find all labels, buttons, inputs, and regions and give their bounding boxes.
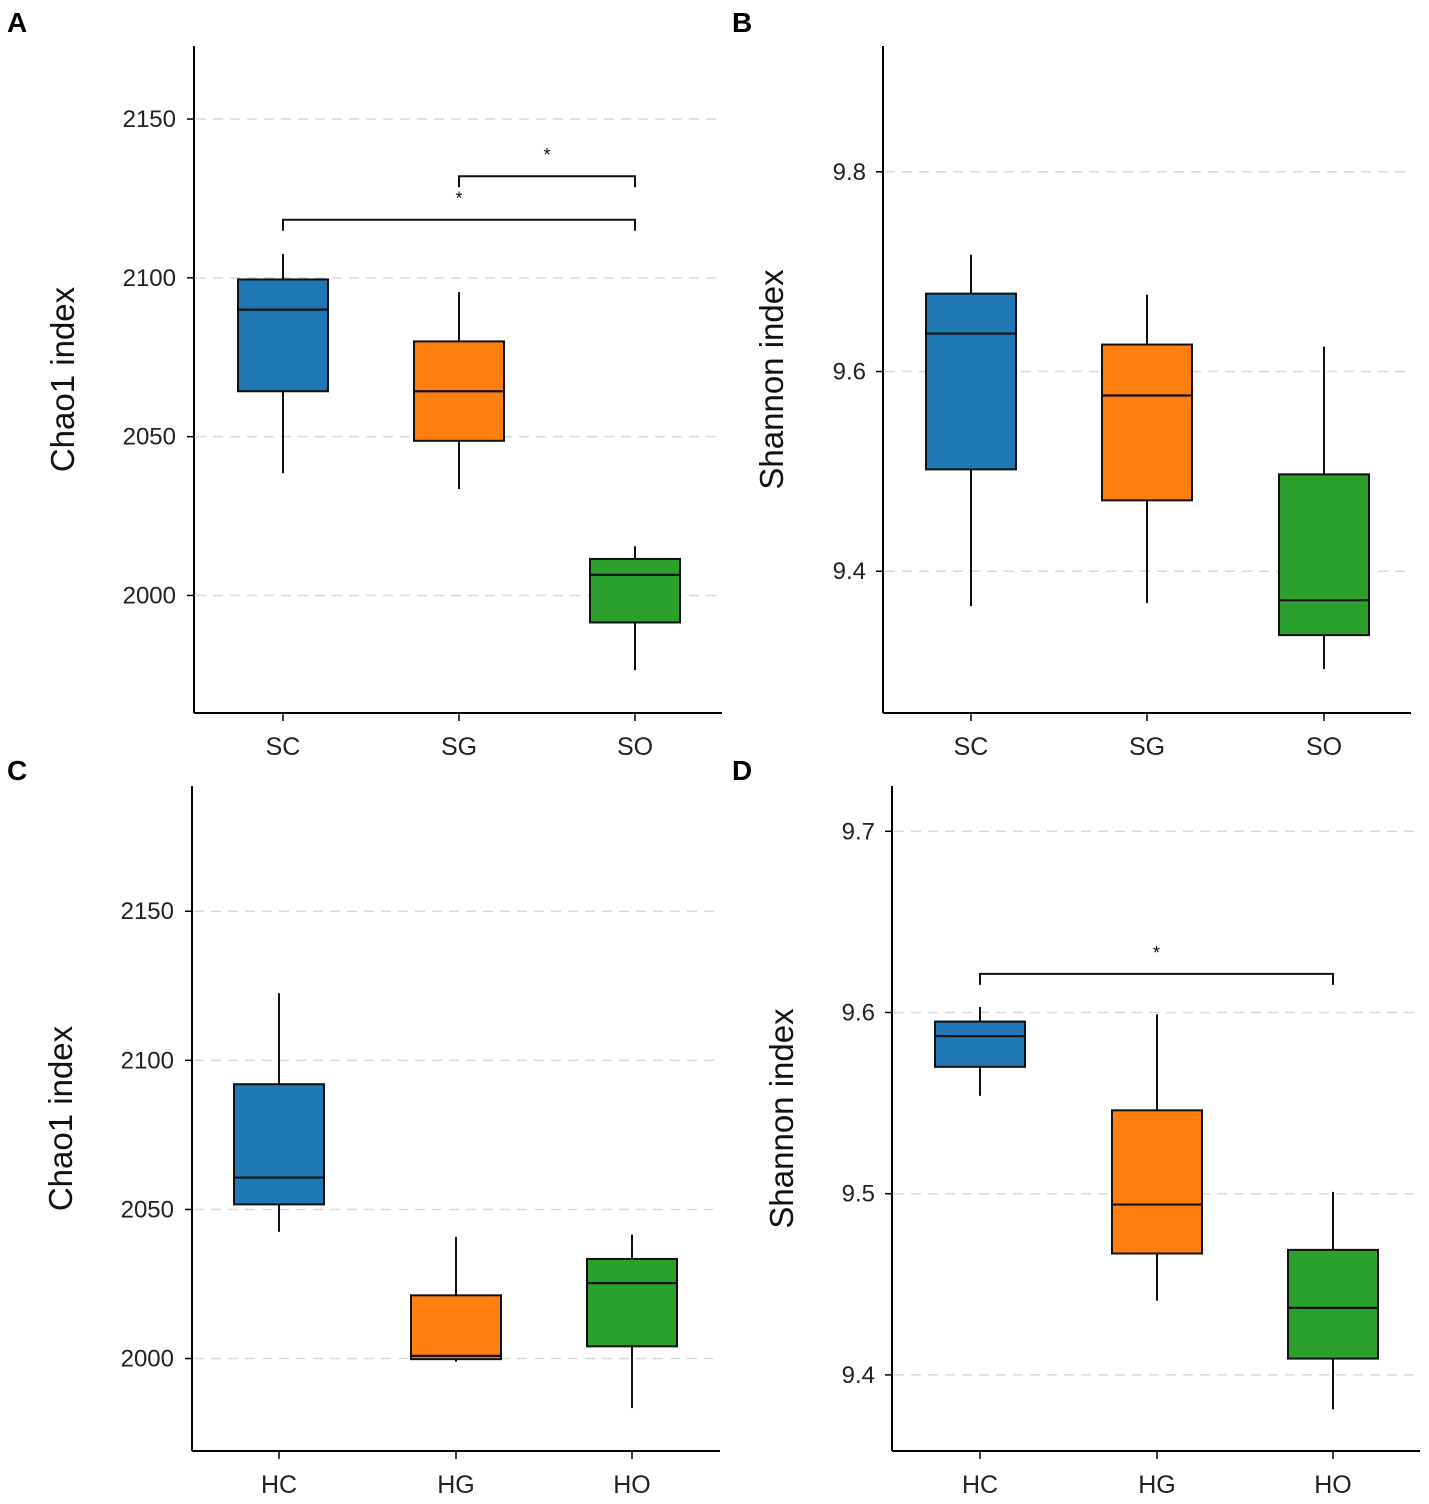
- y-tick-label: 9.4: [833, 558, 866, 585]
- y-tick-label: 2100: [123, 265, 176, 292]
- x-tick-label-so: SO: [617, 733, 653, 761]
- bracket-line: [458, 175, 636, 188]
- box-so: [589, 546, 681, 671]
- y-axis-title: Chao1 index: [42, 1025, 79, 1211]
- y-tick-label: 2050: [121, 1196, 174, 1223]
- bracket-line: [979, 972, 1334, 985]
- y-tick-label: 9.4: [842, 1362, 875, 1389]
- box-iqr: [1101, 343, 1193, 502]
- panel-d: D 9.4 9.5 9.6 9.7 Shannon index HC HG HO *: [732, 755, 1420, 1499]
- x-tick-label-sg: SG: [441, 733, 477, 761]
- y-tick-label: 9.6: [833, 359, 866, 386]
- x-tick-label-hg: HG: [437, 1471, 475, 1499]
- y-tick-label: 2000: [121, 1346, 174, 1373]
- y-tick-label: 9.8: [833, 159, 866, 186]
- x-tick-label-hg: HG: [1138, 1471, 1176, 1499]
- box-hc: [233, 993, 325, 1232]
- y-tick-label: 2050: [123, 424, 176, 451]
- x-tick-label-hc: HC: [962, 1471, 998, 1499]
- x-tick-label-hc: HC: [261, 1471, 297, 1499]
- significance-star: *: [543, 145, 550, 165]
- y-tick-label: 2150: [123, 106, 176, 133]
- y-tick-label: 2100: [121, 1047, 174, 1074]
- box-so: [1278, 346, 1370, 670]
- x-tick-label-so: SO: [1306, 733, 1342, 761]
- y-axis-title: Chao1 index: [44, 286, 81, 472]
- panel-a: A 2000 2050 2100 2150 Chao1 index SC SG SO * *: [7, 7, 722, 761]
- box-ho: [586, 1234, 678, 1409]
- panel-letter: B: [732, 7, 752, 38]
- box-iqr: [589, 557, 681, 624]
- y-tick-label: 2150: [121, 898, 174, 925]
- significance-bracket: *: [979, 943, 1334, 985]
- box-iqr: [1111, 1109, 1203, 1255]
- y-axis-title: Shannon index: [753, 269, 790, 490]
- box-sc: [237, 254, 329, 474]
- y-axis-title: Shannon index: [763, 1008, 800, 1229]
- box-iqr: [934, 1020, 1026, 1068]
- box-iqr: [410, 1294, 502, 1361]
- panel-letter: D: [732, 755, 752, 786]
- panel-letter: A: [7, 7, 27, 38]
- box-sg: [1101, 294, 1193, 604]
- x-tick-label-ho: HO: [1314, 1471, 1352, 1499]
- box-hg: [1111, 1014, 1203, 1301]
- x-tick-label-sg: SG: [1129, 733, 1165, 761]
- box-iqr: [925, 292, 1017, 471]
- box-iqr: [1287, 1248, 1379, 1360]
- box-sg: [413, 292, 505, 490]
- x-tick-label-sc: SC: [954, 733, 989, 761]
- y-tick-label: 9.6: [842, 999, 875, 1026]
- bracket-line: [282, 218, 636, 231]
- y-tick-label: 9.5: [842, 1181, 875, 1208]
- panel-b: B 9.4 9.6 9.8 Shannon index SC SG SO: [732, 7, 1411, 761]
- box-hg: [410, 1236, 502, 1362]
- x-tick-label-ho: HO: [613, 1471, 651, 1499]
- y-tick-label: 2000: [123, 582, 176, 609]
- panel-letter: C: [7, 755, 27, 786]
- significance-bracket: *: [458, 145, 636, 188]
- y-tick-label: 9.7: [842, 818, 875, 845]
- box-ho: [1287, 1191, 1379, 1410]
- box-iqr: [586, 1257, 678, 1348]
- box-iqr: [1278, 473, 1370, 637]
- box-sc: [925, 254, 1017, 607]
- x-tick-label-sc: SC: [266, 733, 301, 761]
- significance-bracket: *: [282, 189, 636, 231]
- significance-star: *: [455, 189, 462, 209]
- box-iqr: [233, 1083, 325, 1206]
- box-iqr: [237, 278, 329, 393]
- box-hc: [934, 1007, 1026, 1096]
- significance-star: *: [1153, 943, 1160, 963]
- panel-c: C 2000 2050 2100 2150 Chao1 index HC HG HO: [7, 755, 720, 1499]
